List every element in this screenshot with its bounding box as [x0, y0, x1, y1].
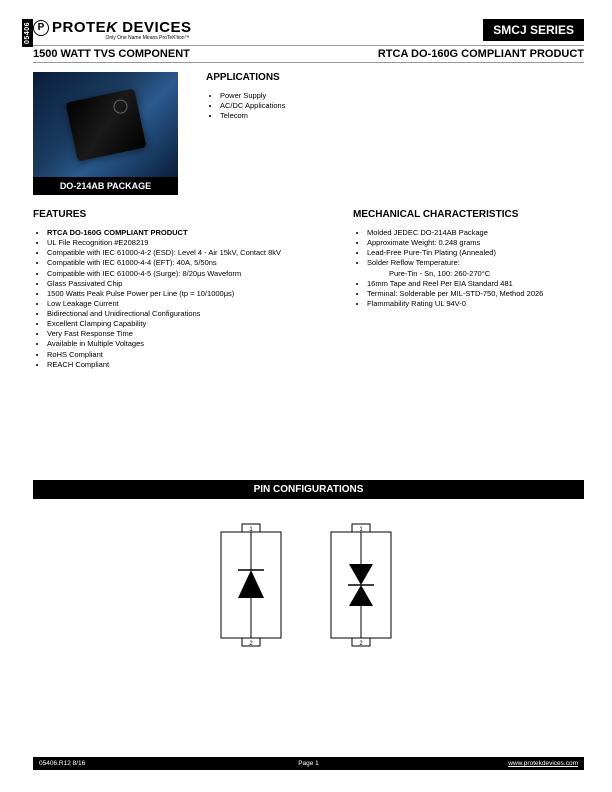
- logo-icon: P: [33, 20, 49, 36]
- mechanical-item: Terminal: Solderable per MIL-STD-750, Me…: [367, 289, 584, 299]
- features-item: Low Leakage Current: [47, 299, 313, 309]
- footer-page: Page 1: [33, 760, 584, 767]
- features-item: RoHS Compliant: [47, 350, 313, 360]
- logo-text-3: DEVICES: [118, 19, 192, 36]
- applications-heading: APPLICATIONS: [206, 72, 584, 83]
- mechanical-item: Approximate Weight: 0.248 grams: [367, 238, 584, 248]
- package-block: DO-214AB PACKAGE: [33, 72, 178, 195]
- pin-diagram-unidirectional: 1 2: [216, 520, 286, 650]
- title-row: 1500 WATT TVS COMPONENT RTCA DO-160G COM…: [33, 45, 584, 63]
- applications-list: Power SupplyAC/DC ApplicationsTelecom: [206, 91, 584, 121]
- features-item: Compatible with IEC 61000-4-4 (EFT): 40A…: [47, 258, 313, 268]
- footer: 05406.R12 8/16 Page 1 www.protekdevices.…: [33, 757, 584, 770]
- chip-icon: [65, 88, 146, 161]
- applications-section: APPLICATIONS Power SupplyAC/DC Applicati…: [206, 72, 584, 195]
- mechanical-item: Lead-Free Pure-Tin Plating (Annealed): [367, 248, 584, 258]
- title-left: 1500 WATT TVS COMPONENT: [33, 48, 190, 60]
- applications-item: Telecom: [220, 111, 584, 121]
- footer-left: 05406.R12 8/16: [39, 760, 85, 767]
- footer-url: www.protekdevices.com: [508, 760, 578, 767]
- logo: P PROTEK DEVICES Only One Name Means Pro…: [33, 19, 192, 41]
- mechanical-heading: MECHANICAL CHARACTERISTICS: [353, 209, 584, 220]
- features-section: FEATURES RTCA DO-160G COMPLIANT PRODUCTU…: [33, 209, 313, 370]
- features-item: Compatible with IEC 61000-4-5 (Surge): 8…: [47, 269, 313, 279]
- features-item: RTCA DO-160G COMPLIANT PRODUCT: [47, 228, 313, 238]
- pin-config-heading: PIN CONFIGURATIONS: [33, 480, 584, 499]
- header: P PROTEK DEVICES Only One Name Means Pro…: [33, 19, 584, 41]
- content: DO-214AB PACKAGE APPLICATIONS Power Supp…: [33, 72, 584, 370]
- features-heading: FEATURES: [33, 209, 313, 220]
- mechanical-item: Molded JEDEC DO-214AB Package: [367, 228, 584, 238]
- package-caption: DO-214AB PACKAGE: [33, 177, 178, 195]
- pin-diagram-bidirectional: 1 2: [326, 520, 396, 650]
- features-item: Very Fast Response Time: [47, 329, 313, 339]
- mechanical-item: Pure-Tin - Sn, 100: 260-270°C: [389, 269, 584, 279]
- pin-diagrams: 1 2 1 2: [0, 520, 612, 650]
- features-item: 1500 Watts Peak Pulse Power per Line (tp…: [47, 289, 313, 299]
- mechanical-item: Flammability Rating UL 94V-0: [367, 299, 584, 309]
- mechanical-item: Solder Reflow Temperature:: [367, 258, 584, 268]
- mechanical-item: 16mm Tape and Reel Per EIA Standard 481: [367, 279, 584, 289]
- features-item: Available in Multiple Voltages: [47, 339, 313, 349]
- features-item: UL File Recognition #E208219: [47, 238, 313, 248]
- logo-text-2: K: [106, 19, 117, 36]
- logo-text-1: PROTE: [52, 19, 106, 36]
- features-item: REACH Compliant: [47, 360, 313, 370]
- mechanical-section: MECHANICAL CHARACTERISTICS Molded JEDEC …: [353, 209, 584, 370]
- mechanical-list: Molded JEDEC DO-214AB PackageApproximate…: [353, 228, 584, 309]
- applications-item: AC/DC Applications: [220, 101, 584, 111]
- doc-code-tab: 05406: [22, 19, 33, 47]
- package-image: [33, 72, 178, 177]
- series-label: SMCJ SERIES: [483, 19, 584, 41]
- applications-item: Power Supply: [220, 91, 584, 101]
- features-item: Glass Passivated Chip: [47, 279, 313, 289]
- logo-text: PROTEK DEVICES: [52, 19, 192, 36]
- title-right: RTCA DO-160G COMPLIANT PRODUCT: [378, 48, 584, 60]
- features-list: RTCA DO-160G COMPLIANT PRODUCTUL File Re…: [33, 228, 313, 370]
- features-item: Excellent Clamping Capability: [47, 319, 313, 329]
- features-item: Compatible with IEC 61000-4-2 (ESD): Lev…: [47, 248, 313, 258]
- logo-tagline: Only One Name Means ProTeK'tion™: [33, 35, 190, 41]
- features-item: Bidirectional and Unidirectional Configu…: [47, 309, 313, 319]
